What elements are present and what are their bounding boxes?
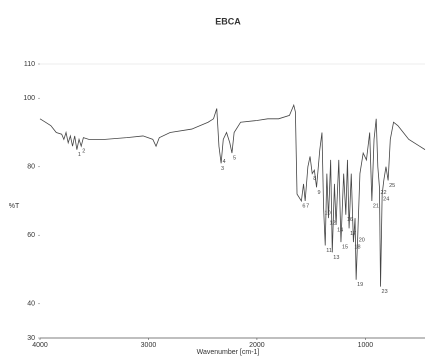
y-axis-title: %T [9, 203, 20, 210]
y-tick-label: 30 [27, 335, 35, 342]
peak-label: 25 [389, 183, 395, 189]
peak-label: 8 [313, 176, 316, 182]
peak-label: 12 [329, 221, 335, 227]
peak-label: 10 [325, 210, 331, 216]
peak-label: 14 [337, 227, 343, 233]
x-tick-label: 4000 [32, 342, 48, 349]
x-tick-label: 2000 [249, 342, 265, 349]
peak-label: 2 [82, 149, 85, 155]
peak-label: 6 [302, 203, 305, 209]
peak-label: 18 [354, 245, 360, 251]
peak-label: 4 [223, 159, 226, 165]
peak-label: 1 [78, 152, 81, 158]
peak-label: 19 [357, 282, 363, 288]
y-tick-label: 100 [23, 95, 35, 102]
peak-label: 17 [350, 231, 356, 237]
peak-label: 20 [359, 238, 365, 244]
y-tick-label: 80 [27, 164, 35, 171]
peak-label: 9 [318, 190, 321, 196]
y-tick-label: 40 [27, 301, 35, 308]
spectrum-line [39, 103, 426, 287]
peak-label: 15 [342, 245, 348, 251]
peak-label: 21 [373, 203, 379, 209]
y-tick-label: 110 [24, 61, 35, 68]
x-axis-title: Wavenumber [cm-1] [197, 349, 260, 356]
peak-label: 23 [382, 289, 388, 295]
peak-label: 22 [380, 190, 386, 196]
x-tick-label: 1000 [358, 342, 374, 349]
chart-title: EBCA [215, 16, 241, 26]
peak-label: 11 [326, 248, 332, 254]
y-tick-label: 60 [27, 232, 35, 239]
peak-label: 24 [383, 197, 389, 203]
peak-label: 7 [306, 203, 309, 209]
peak-label: 3 [221, 166, 224, 172]
peak-label: 16 [347, 217, 353, 223]
peak-label: 13 [333, 255, 339, 261]
x-tick-label: 3000 [141, 342, 157, 349]
peak-label: 5 [233, 156, 236, 162]
